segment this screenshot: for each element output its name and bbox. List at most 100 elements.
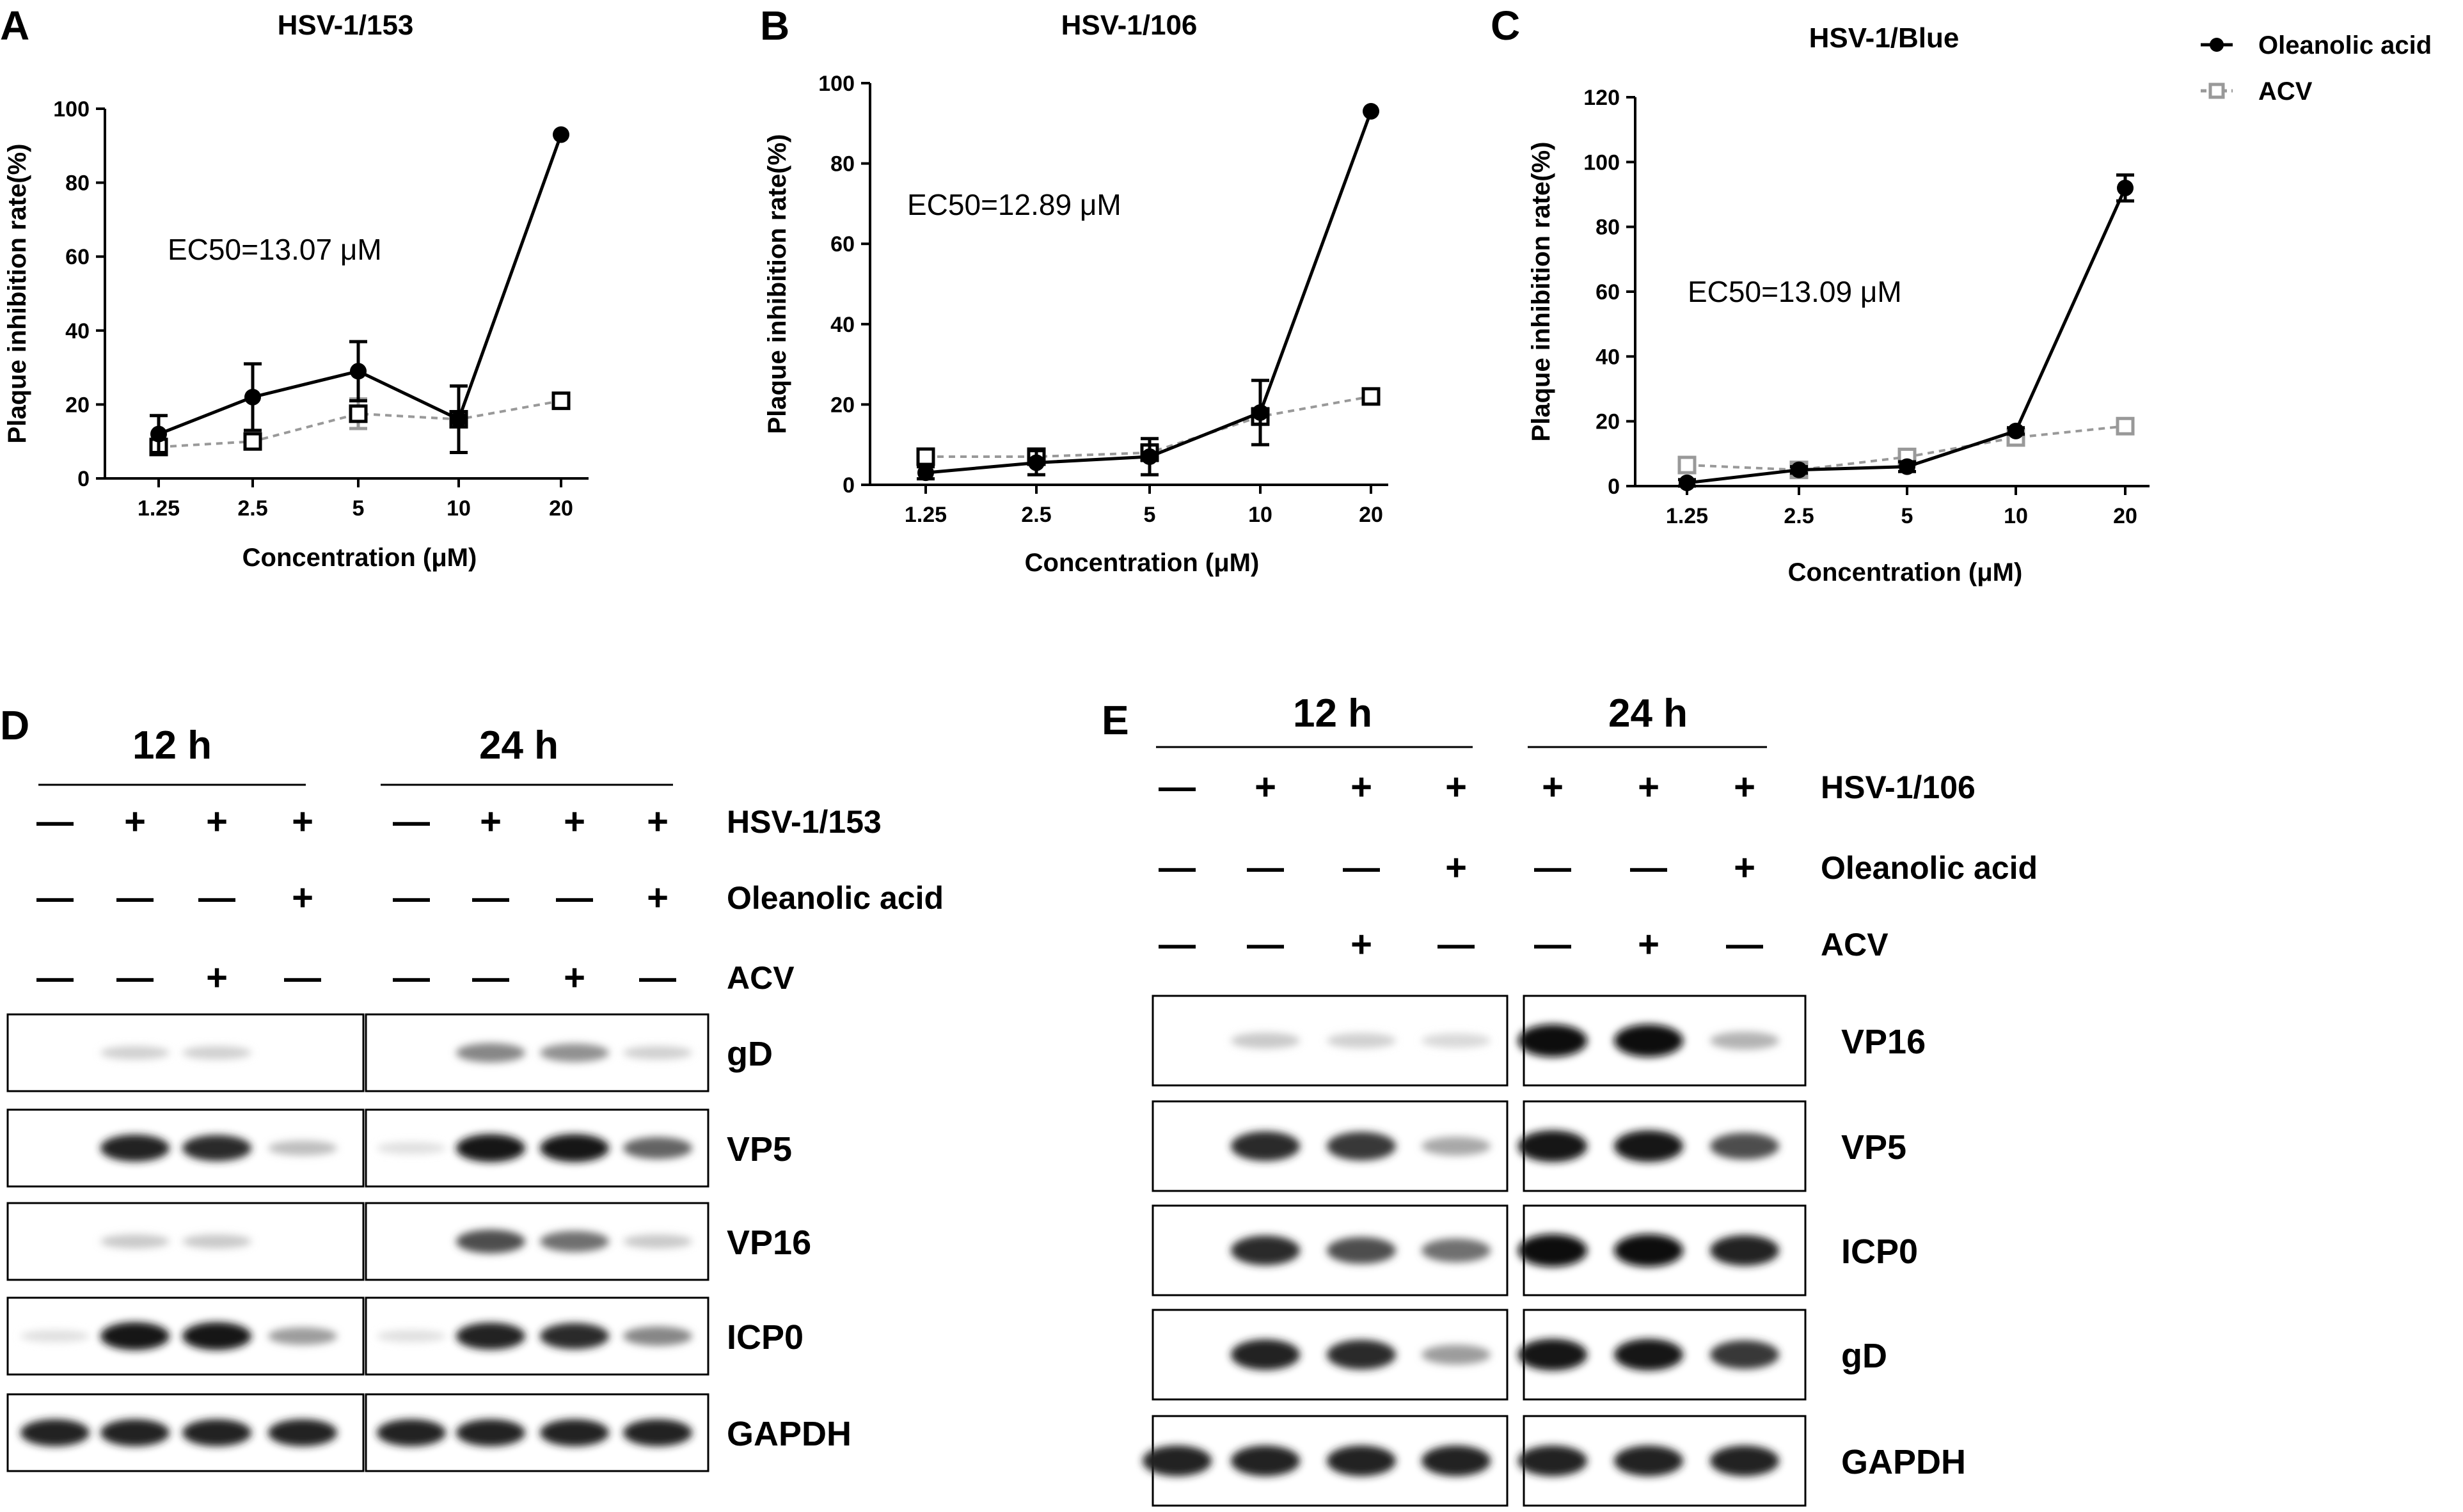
protein-label: ICP0 — [1841, 1232, 1918, 1271]
blot-band — [1231, 1339, 1300, 1370]
legend-label-acv: ACV — [2258, 77, 2313, 106]
blot-band — [1710, 1031, 1779, 1050]
blot-band — [540, 1043, 609, 1062]
legend-marker-acv — [2208, 83, 2225, 99]
y-tick-label: 100 — [53, 97, 90, 122]
y-tick-label: 80 — [1596, 216, 1620, 240]
x-tick-label: 20 — [2113, 504, 2137, 528]
blot-band — [182, 1046, 251, 1060]
blot-band — [456, 1419, 525, 1447]
blot-band — [540, 1134, 609, 1162]
y-tick-label: 40 — [830, 313, 855, 337]
blot-band — [100, 1322, 170, 1350]
plus-sign: + — [480, 801, 502, 842]
blot-band — [377, 1142, 446, 1154]
x-tick-label: 1.25 — [905, 503, 947, 527]
protein-label: VP16 — [727, 1224, 811, 1262]
minus-sign: — — [472, 877, 509, 918]
blot-band — [20, 1330, 90, 1343]
x-tick-label: 1.25 — [138, 496, 180, 521]
plus-sign: + — [206, 801, 228, 842]
blot-band — [100, 1046, 170, 1060]
plus-sign: + — [1445, 766, 1467, 808]
minus-sign: — — [1437, 924, 1475, 965]
plus-sign: + — [564, 801, 585, 842]
blot-band — [1614, 1234, 1683, 1267]
minus-sign: — — [284, 957, 321, 998]
blot-band — [1231, 1131, 1300, 1162]
y-tick-label: 100 — [818, 72, 855, 96]
y-tick-label: 60 — [65, 245, 90, 269]
data-point-oleanolic — [1899, 458, 1915, 475]
blot-band — [268, 1419, 337, 1447]
blot-band — [456, 1322, 525, 1350]
condition-label: Oleanolic acid — [727, 880, 944, 916]
minus-sign: — — [36, 801, 74, 842]
minus-sign: — — [1343, 847, 1380, 888]
plus-sign: + — [292, 801, 313, 842]
blot-band — [20, 1419, 90, 1447]
series-line-oleanolic — [1686, 187, 2127, 485]
blot-band — [456, 1043, 525, 1063]
blot-band — [100, 1134, 170, 1162]
minus-sign: — — [36, 957, 74, 998]
data-point-acv — [349, 404, 368, 423]
blot-band — [1710, 1235, 1779, 1266]
time-point-label: 12 h — [132, 723, 212, 768]
y-tick-label: 80 — [830, 152, 855, 177]
data-point-oleanolic — [553, 126, 569, 143]
ec50-annotation: EC50=12.89 μM — [907, 188, 1121, 221]
data-point-acv — [551, 391, 571, 411]
data-point-acv — [916, 447, 935, 466]
legend: Oleanolic acid ACV — [2201, 31, 2432, 106]
y-tick-label: 20 — [830, 393, 855, 417]
chart-c: HSV-1/Blue 0 20 40 60 80 100 120 1.25 2.5 5 10 20 Pla… — [1527, 22, 2150, 587]
blot-band — [377, 1419, 446, 1447]
plus-sign: + — [647, 877, 669, 918]
data-point-oleanolic — [1252, 404, 1269, 421]
data-point-oleanolic — [2008, 422, 2024, 439]
blot-band — [100, 1419, 170, 1447]
time-point-label: 24 h — [479, 723, 558, 768]
blot-band — [1518, 1130, 1587, 1162]
protein-label: VP5 — [1841, 1128, 1906, 1167]
condition-label: Oleanolic acid — [1821, 850, 2038, 886]
minus-sign: — — [1159, 847, 1196, 888]
minus-sign: — — [1726, 924, 1763, 965]
chart-title: HSV-1/153 — [278, 10, 414, 41]
blot-band — [623, 1419, 692, 1447]
plus-sign: + — [1542, 766, 1564, 808]
blot-band — [1231, 1032, 1300, 1049]
condition-label: ACV — [1821, 927, 1889, 963]
minus-sign: — — [1247, 924, 1284, 965]
protein-label: ICP0 — [727, 1318, 804, 1357]
blot-band — [623, 1137, 692, 1160]
minus-sign: — — [393, 801, 430, 842]
panel-label-d: D — [0, 702, 29, 748]
blot-band — [456, 1134, 525, 1162]
x-tick-label: 2.5 — [237, 496, 267, 521]
blot-band — [1518, 1024, 1587, 1057]
minus-sign: — — [116, 957, 154, 998]
plus-sign: + — [564, 957, 585, 998]
y-axis-label: Plaque inhibition rate(%) — [3, 144, 31, 444]
x-tick-label: 5 — [1901, 504, 1913, 528]
blot-band — [1231, 1235, 1300, 1266]
protein-label: gD — [1841, 1337, 1887, 1375]
data-point-oleanolic — [150, 425, 167, 443]
minus-sign: — — [116, 877, 154, 918]
y-tick-label: 80 — [65, 171, 90, 196]
y-tick-label: 0 — [1608, 475, 1620, 499]
minus-sign: — — [393, 957, 430, 998]
x-axis-label: Concentration (μM) — [242, 544, 477, 572]
data-point-oleanolic — [1679, 474, 1695, 491]
blot-band — [1422, 1445, 1491, 1476]
x-tick-label: 20 — [1359, 503, 1383, 527]
y-tick-label: 120 — [1583, 86, 1620, 110]
protein-label: gD — [727, 1035, 773, 1073]
y-tick-label: 100 — [1583, 150, 1620, 175]
data-point-acv — [1361, 387, 1381, 406]
plus-sign: + — [1734, 847, 1755, 888]
blot-band — [377, 1330, 446, 1343]
